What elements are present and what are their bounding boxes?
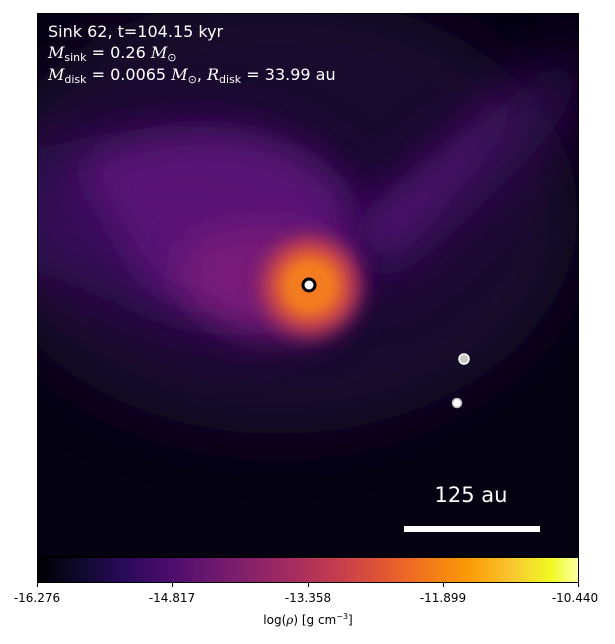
sink-mass-value: = 0.26 bbox=[91, 43, 146, 62]
colorbar-tick-label: -16.276 bbox=[13, 591, 61, 605]
scale-bar-label: 125 au bbox=[434, 483, 508, 507]
colorbar-tick bbox=[308, 583, 309, 587]
sink-time-label: Sink 62, t=104.15 kyr bbox=[48, 22, 224, 41]
disk-radius-value: = 33.99 bbox=[246, 65, 311, 84]
disk-mass-value: = 0.0065 bbox=[91, 65, 167, 84]
colorbar-tick bbox=[443, 583, 444, 587]
disk-radius-unit: au bbox=[315, 65, 336, 84]
colorbar-tick-label: -11.899 bbox=[419, 591, 467, 605]
primary-sink-marker bbox=[301, 277, 317, 293]
colorbar-tick-label: -10.440 bbox=[551, 591, 599, 605]
secondary-sink-marker bbox=[458, 353, 470, 365]
scale-bar bbox=[404, 526, 540, 532]
colorbar-tick bbox=[578, 583, 579, 587]
density-map-panel: Sink 62, t=104.15 kyr Msink = 0.26 M⊙ Md… bbox=[37, 13, 579, 557]
colorbar-tick bbox=[172, 583, 173, 587]
colorbar bbox=[37, 557, 579, 583]
colorbar-label: log(ρ) [g cm−3] bbox=[263, 612, 353, 627]
sink-mass-label: Msink = 0.26 M⊙ bbox=[48, 43, 177, 64]
disk-properties-label: Mdisk = 0.0065 M⊙, Rdisk = 33.99 au bbox=[48, 65, 336, 86]
colorbar-tick-label: -13.358 bbox=[284, 591, 332, 605]
secondary-sink-marker bbox=[451, 397, 463, 409]
colorbar-tick-label: -14.817 bbox=[148, 591, 196, 605]
colorbar-tick bbox=[37, 583, 38, 587]
density-map bbox=[38, 14, 578, 556]
